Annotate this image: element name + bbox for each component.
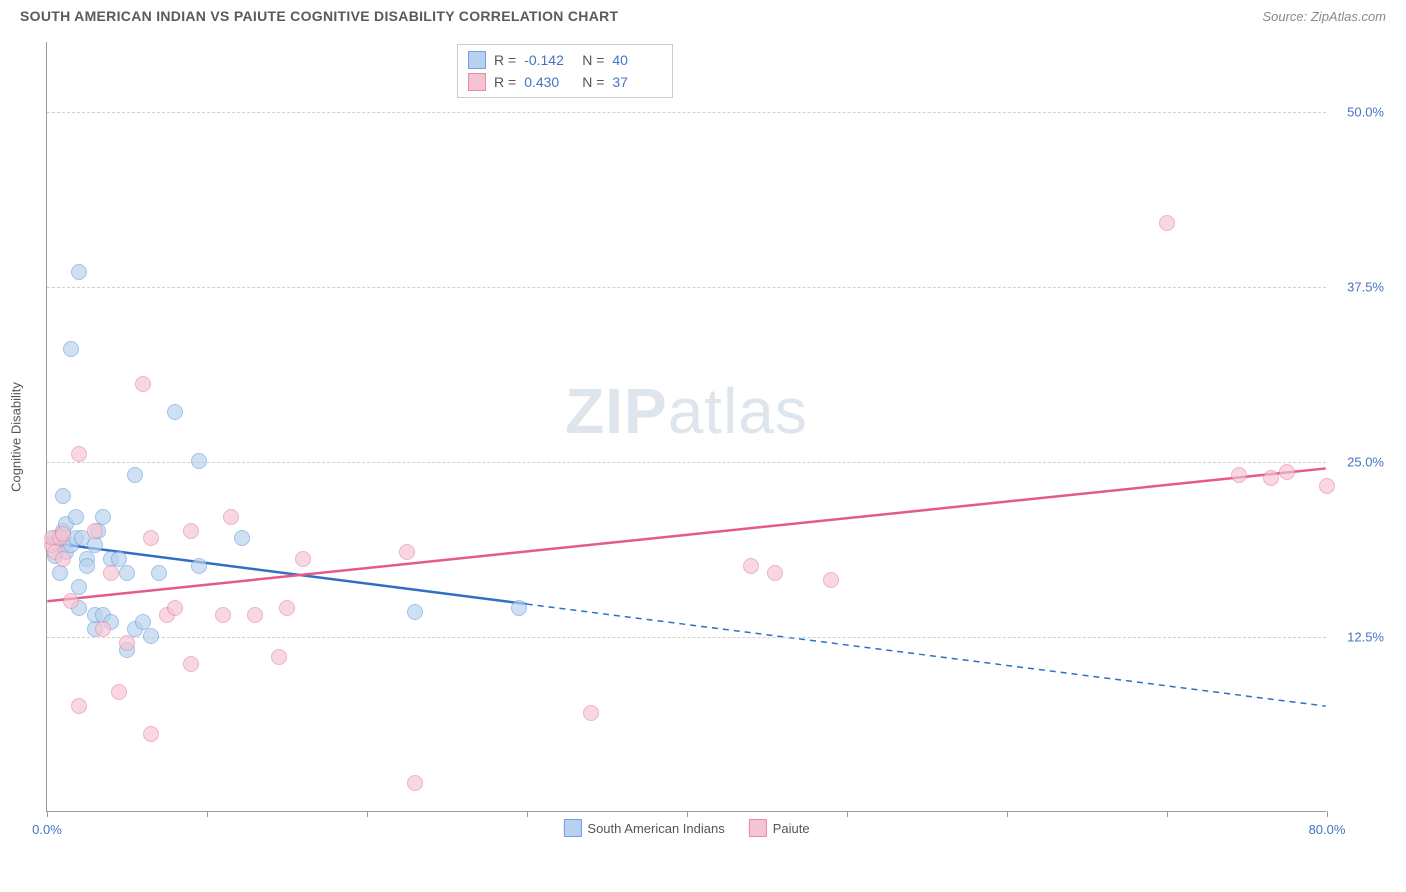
scatter-point-paiute: [247, 607, 263, 623]
scatter-point-sai: [71, 264, 87, 280]
xtick: [527, 811, 528, 817]
scatter-point-sai: [55, 488, 71, 504]
scatter-point-paiute: [1263, 470, 1279, 486]
scatter-point-paiute: [103, 565, 119, 581]
scatter-point-paiute: [279, 600, 295, 616]
xtick-label: 80.0%: [1309, 822, 1346, 837]
swatch-paiute: [468, 73, 486, 91]
scatter-point-sai: [68, 509, 84, 525]
scatter-point-sai: [63, 341, 79, 357]
chart-title: SOUTH AMERICAN INDIAN VS PAIUTE COGNITIV…: [20, 8, 618, 24]
scatter-point-paiute: [111, 684, 127, 700]
scatter-point-paiute: [95, 621, 111, 637]
scatter-point-paiute: [143, 530, 159, 546]
ytick-label: 50.0%: [1347, 105, 1384, 120]
r-value-paiute: 0.430: [524, 74, 574, 90]
scatter-point-sai: [234, 530, 250, 546]
scatter-point-paiute: [767, 565, 783, 581]
scatter-point-paiute: [743, 558, 759, 574]
scatter-point-paiute: [1159, 215, 1175, 231]
scatter-point-paiute: [407, 775, 423, 791]
gridline: [47, 462, 1326, 463]
scatter-point-sai: [191, 558, 207, 574]
gridline: [47, 637, 1326, 638]
scatter-point-sai: [79, 558, 95, 574]
scatter-point-paiute: [823, 572, 839, 588]
n-label: N =: [582, 52, 604, 68]
source-attribution: Source: ZipAtlas.com: [1262, 9, 1386, 24]
scatter-point-paiute: [143, 726, 159, 742]
scatter-point-paiute: [295, 551, 311, 567]
scatter-point-paiute: [1231, 467, 1247, 483]
scatter-point-sai: [87, 537, 103, 553]
ytick-label: 25.0%: [1347, 455, 1384, 470]
ytick-label: 37.5%: [1347, 280, 1384, 295]
legend-series: South American Indians Paiute: [563, 819, 809, 837]
regression-extrapolation-sai: [527, 604, 1326, 706]
scatter-point-paiute: [55, 551, 71, 567]
scatter-point-paiute: [71, 698, 87, 714]
xtick: [367, 811, 368, 817]
scatter-point-paiute: [71, 446, 87, 462]
scatter-point-paiute: [87, 523, 103, 539]
series-name-paiute: Paiute: [773, 821, 810, 836]
legend-stats: R = -0.142 N = 40 R = 0.430 N = 37: [457, 44, 673, 98]
r-value-sai: -0.142: [524, 52, 574, 68]
scatter-point-paiute: [55, 526, 71, 542]
swatch-paiute: [749, 819, 767, 837]
gridline: [47, 287, 1326, 288]
gridline: [47, 112, 1326, 113]
scatter-point-paiute: [1319, 478, 1335, 494]
n-value-sai: 40: [612, 52, 662, 68]
header: SOUTH AMERICAN INDIAN VS PAIUTE COGNITIV…: [0, 0, 1406, 30]
scatter-point-sai: [191, 453, 207, 469]
chart-container: Cognitive Disability ZIPatlas R = -0.142…: [46, 42, 1386, 832]
legend-row-sai: R = -0.142 N = 40: [468, 49, 662, 71]
scatter-point-sai: [127, 467, 143, 483]
xtick: [1007, 811, 1008, 817]
legend-row-paiute: R = 0.430 N = 37: [468, 71, 662, 93]
xtick: [1327, 811, 1328, 817]
xtick-label: 0.0%: [32, 822, 62, 837]
n-label: N =: [582, 74, 604, 90]
swatch-sai: [563, 819, 581, 837]
watermark: ZIPatlas: [565, 374, 808, 448]
y-axis-label: Cognitive Disability: [9, 382, 24, 492]
scatter-point-paiute: [119, 635, 135, 651]
xtick: [207, 811, 208, 817]
scatter-point-paiute: [399, 544, 415, 560]
regression-lines: [47, 42, 1326, 811]
ytick-label: 12.5%: [1347, 630, 1384, 645]
scatter-point-paiute: [167, 600, 183, 616]
scatter-point-paiute: [215, 607, 231, 623]
scatter-point-sai: [52, 565, 68, 581]
r-label: R =: [494, 52, 516, 68]
xtick: [687, 811, 688, 817]
scatter-point-sai: [119, 565, 135, 581]
scatter-point-sai: [143, 628, 159, 644]
scatter-point-sai: [407, 604, 423, 620]
n-value-paiute: 37: [612, 74, 662, 90]
scatter-point-paiute: [183, 523, 199, 539]
plot-area: ZIPatlas R = -0.142 N = 40 R = 0.430 N =…: [46, 42, 1326, 812]
r-label: R =: [494, 74, 516, 90]
scatter-point-paiute: [271, 649, 287, 665]
xtick: [847, 811, 848, 817]
legend-item-sai: South American Indians: [563, 819, 724, 837]
scatter-point-sai: [151, 565, 167, 581]
scatter-point-paiute: [223, 509, 239, 525]
scatter-point-sai: [167, 404, 183, 420]
scatter-point-paiute: [1279, 464, 1295, 480]
scatter-point-paiute: [63, 593, 79, 609]
series-name-sai: South American Indians: [587, 821, 724, 836]
xtick: [47, 811, 48, 817]
swatch-sai: [468, 51, 486, 69]
scatter-point-paiute: [183, 656, 199, 672]
scatter-point-paiute: [583, 705, 599, 721]
legend-item-paiute: Paiute: [749, 819, 810, 837]
scatter-point-paiute: [135, 376, 151, 392]
scatter-point-sai: [511, 600, 527, 616]
xtick: [1167, 811, 1168, 817]
